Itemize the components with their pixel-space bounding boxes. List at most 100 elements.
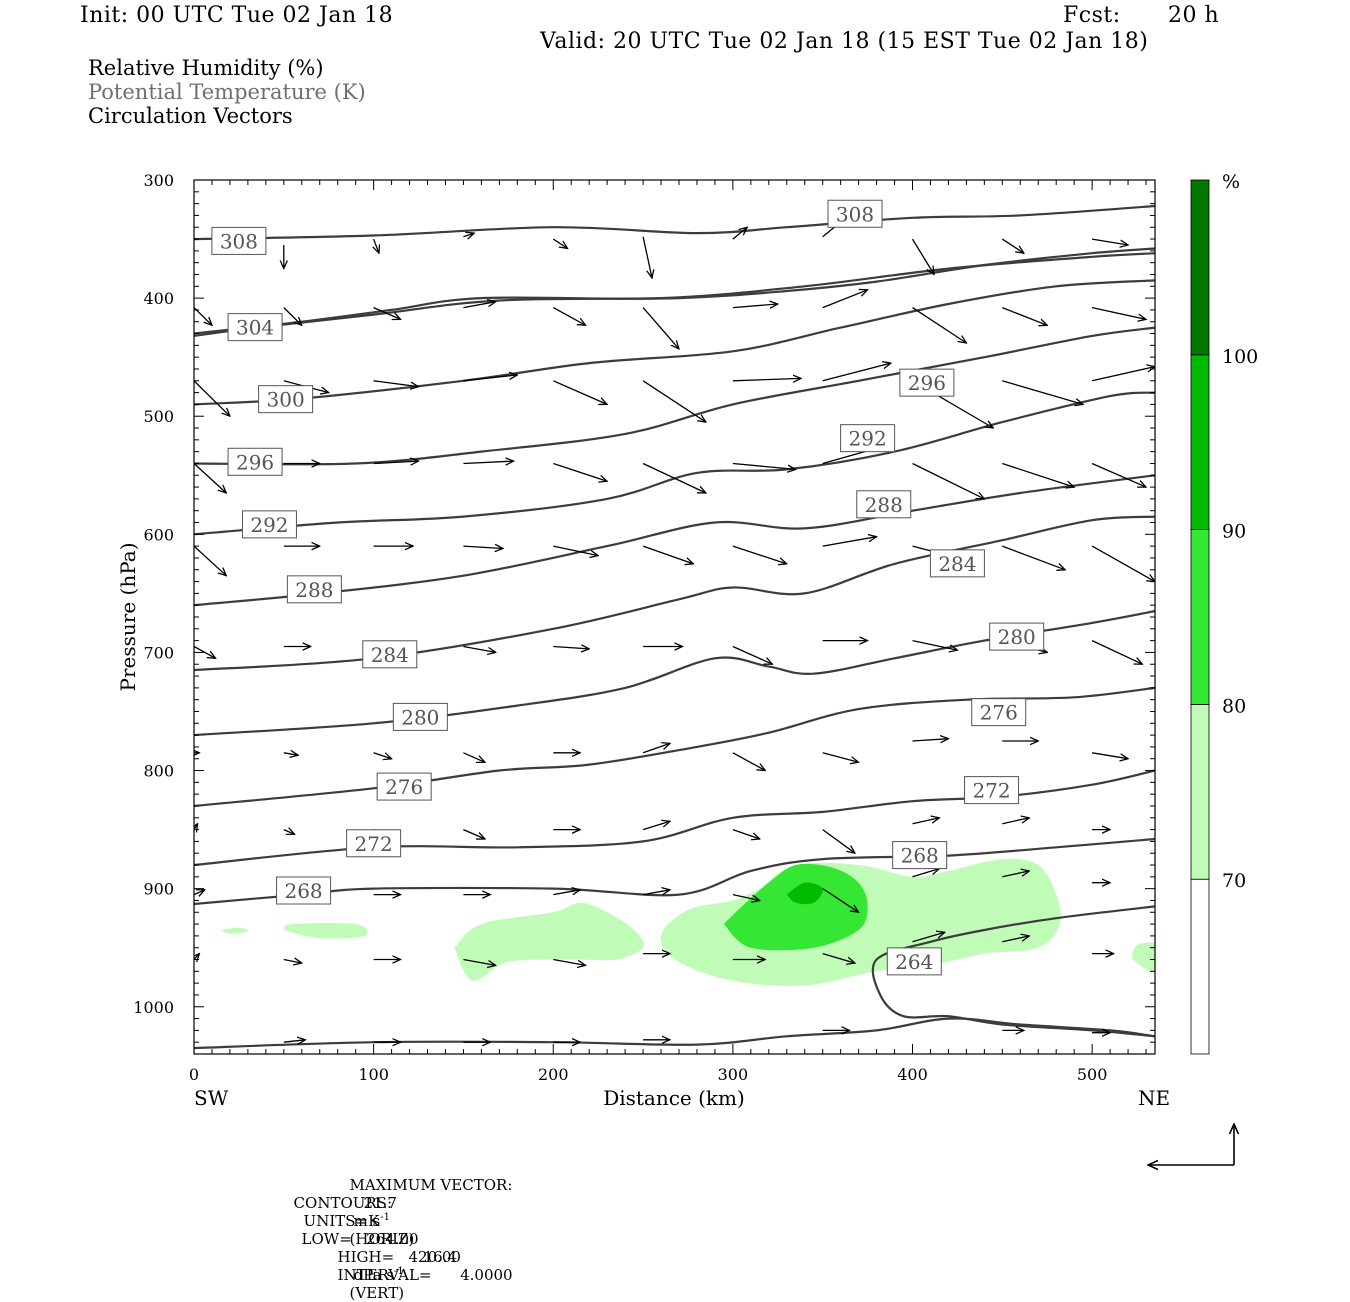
colorbar-segment bbox=[1190, 354, 1210, 530]
y-tick-label: 800 bbox=[143, 762, 174, 781]
circulation-vector bbox=[553, 380, 607, 405]
y-tick-label: 500 bbox=[143, 407, 174, 426]
circulation-vector bbox=[463, 829, 485, 839]
theta-label-280: 280 bbox=[401, 705, 439, 729]
theta-label-264: 264 bbox=[895, 950, 933, 974]
circulation-vector bbox=[194, 545, 226, 576]
circulation-vector bbox=[194, 307, 212, 326]
circulation-vector bbox=[463, 461, 513, 463]
rh-region-90-6 bbox=[786, 882, 823, 905]
circulation-vector bbox=[912, 639, 958, 651]
theta-label-box bbox=[227, 313, 283, 342]
circulation-vector bbox=[912, 818, 940, 825]
circulation-vector bbox=[373, 380, 419, 387]
theta-label-box bbox=[258, 385, 314, 414]
theta-label-308: 308 bbox=[220, 229, 258, 253]
circulation-vector bbox=[463, 302, 495, 309]
circulation-vector bbox=[552, 307, 585, 326]
circulation-vector bbox=[642, 821, 670, 831]
circulation-vector bbox=[911, 238, 935, 274]
theta-contour-labels: 308 308 304 300 296 296 292 292 288 288 284 284 280 2… bbox=[211, 199, 1045, 976]
theta-contour-296-4 bbox=[194, 326, 1155, 466]
y-tick-label: 400 bbox=[143, 289, 174, 308]
circulation-vector bbox=[1091, 367, 1155, 382]
rh-colorbar: 70 80 90 100 bbox=[1190, 179, 1258, 1055]
reference-vector bbox=[1148, 1124, 1234, 1165]
contours-units: UNITS=K bbox=[303, 1212, 380, 1230]
theta-label-284: 284 bbox=[371, 643, 409, 667]
theta-label-box bbox=[276, 876, 332, 905]
theta-label-300: 300 bbox=[267, 388, 305, 412]
circulation-vector bbox=[732, 227, 747, 240]
colorbar-segment bbox=[1190, 878, 1210, 1055]
circulation-vector bbox=[553, 647, 589, 649]
circulation-vector bbox=[1002, 936, 1029, 943]
y-tick-label: 300 bbox=[143, 171, 174, 190]
contours-low: LOW= 264.00 bbox=[301, 1230, 419, 1248]
circulation-vector bbox=[732, 545, 787, 564]
circulation-vector bbox=[1001, 238, 1024, 253]
colorbar-level-label: 70 bbox=[1222, 870, 1246, 892]
circulation-vectors bbox=[194, 219, 1155, 1042]
theta-contour-288-6 bbox=[194, 474, 1155, 607]
circulation-vector bbox=[553, 958, 585, 966]
circulation-vector bbox=[912, 869, 940, 878]
circulation-vector bbox=[194, 463, 226, 494]
theta-label-box bbox=[376, 772, 432, 801]
contours-interval: INTERVAL= 4.0000 bbox=[337, 1266, 513, 1284]
circulation-vector bbox=[642, 307, 679, 349]
circulation-vector bbox=[552, 238, 567, 248]
circulation-vector bbox=[463, 752, 485, 763]
circulation-vector bbox=[373, 307, 401, 320]
colorbar-segment bbox=[1190, 179, 1210, 356]
theta-label-272: 272 bbox=[972, 779, 1010, 803]
circulation-vector bbox=[373, 752, 392, 759]
circulation-vector bbox=[732, 304, 778, 308]
theta-label-box bbox=[929, 549, 985, 578]
theta-contour-304-2 bbox=[194, 247, 1155, 337]
theta-label-box bbox=[989, 622, 1045, 651]
circulation-vector bbox=[283, 1040, 306, 1042]
x-tick-label: 200 bbox=[538, 1065, 569, 1084]
theta-label-288: 288 bbox=[295, 578, 333, 602]
forecast-hour-value: 20 h bbox=[1168, 3, 1220, 28]
rh-shading bbox=[220, 858, 1155, 987]
circulation-vector bbox=[642, 462, 706, 494]
circulation-vector bbox=[194, 645, 216, 659]
circulation-vector bbox=[642, 380, 706, 422]
circulation-vector bbox=[1002, 545, 1065, 570]
circulation-vector bbox=[732, 752, 765, 771]
circulation-vector bbox=[283, 960, 302, 964]
circulation-vector bbox=[912, 932, 945, 943]
circulation-vector bbox=[463, 546, 503, 548]
field-potential-temperature: Potential Temperature (K) bbox=[88, 80, 366, 104]
theta-label-268: 268 bbox=[284, 879, 322, 903]
theta-contour-300-3 bbox=[194, 279, 1155, 406]
colorbar-level-label: 100 bbox=[1222, 346, 1258, 368]
circulation-vector bbox=[732, 645, 773, 665]
circulation-vector bbox=[732, 828, 760, 839]
forecast-hour-label: Fcst: bbox=[1063, 3, 1121, 28]
circulation-vector bbox=[463, 958, 495, 966]
circulation-vector bbox=[642, 236, 652, 278]
theta-label-box bbox=[227, 447, 283, 476]
colorbar-level-label: 80 bbox=[1222, 695, 1246, 717]
circulation-vector bbox=[553, 462, 607, 482]
circulation-vector bbox=[732, 378, 801, 380]
circulation-vector bbox=[1091, 306, 1146, 320]
circulation-vector bbox=[374, 238, 379, 253]
valid-time: Valid: 20 UTC Tue 02 Jan 18 (15 EST Tue … bbox=[540, 29, 1149, 54]
x-tick-label: 100 bbox=[358, 1065, 389, 1084]
circulation-vector bbox=[642, 890, 670, 895]
circulation-vector bbox=[463, 233, 474, 237]
rh-region-70-2 bbox=[283, 922, 368, 939]
circulation-vector bbox=[912, 307, 967, 343]
theta-label-276: 276 bbox=[980, 701, 1018, 725]
contours-line: CONTOURS: UNITS=K LOW= 264.00 HIGH= 420.… bbox=[284, 1176, 513, 1284]
circulation-vector bbox=[642, 545, 693, 564]
theta-label-box bbox=[392, 702, 448, 731]
x-tick-label: 400 bbox=[897, 1065, 928, 1084]
theta-label-296: 296 bbox=[236, 450, 274, 474]
circulation-vector bbox=[822, 363, 891, 382]
theta-label-284: 284 bbox=[938, 552, 976, 576]
